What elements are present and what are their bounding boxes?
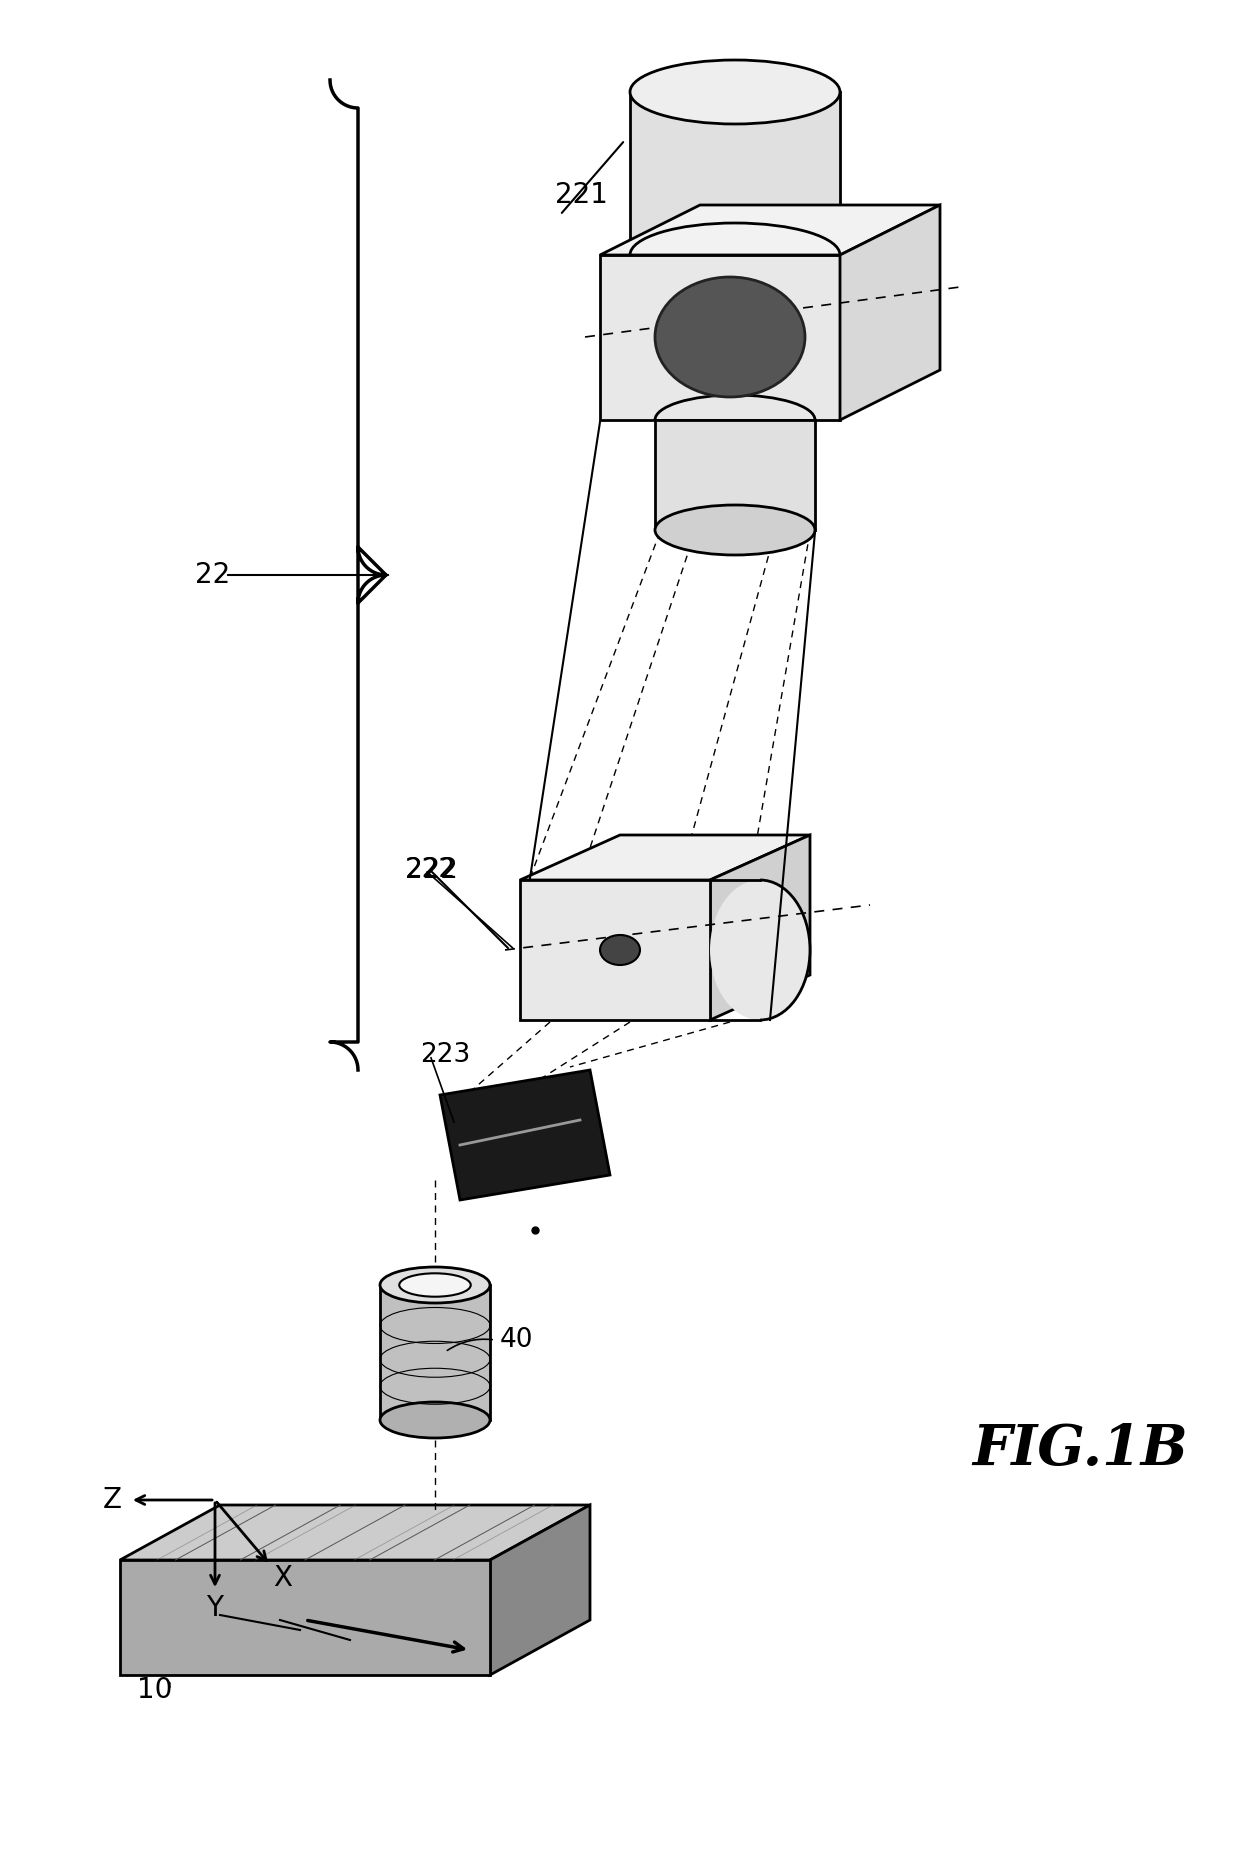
Text: 40: 40	[500, 1328, 533, 1354]
Text: 10: 10	[138, 1676, 172, 1704]
Text: X: X	[274, 1564, 293, 1592]
Polygon shape	[120, 1504, 590, 1560]
Ellipse shape	[379, 1402, 490, 1437]
Ellipse shape	[655, 277, 805, 397]
Polygon shape	[490, 1504, 590, 1676]
Polygon shape	[520, 834, 810, 881]
Text: 222: 222	[405, 857, 455, 883]
Text: Z: Z	[103, 1486, 122, 1514]
Text: 223: 223	[420, 1043, 470, 1069]
Polygon shape	[711, 834, 810, 1020]
Polygon shape	[120, 1560, 490, 1676]
Polygon shape	[839, 205, 940, 421]
Text: Y: Y	[207, 1594, 223, 1622]
Text: 22: 22	[195, 560, 231, 588]
Ellipse shape	[711, 881, 810, 1020]
Ellipse shape	[379, 1266, 490, 1303]
Polygon shape	[600, 205, 940, 255]
Polygon shape	[379, 1285, 490, 1421]
Polygon shape	[520, 881, 711, 1020]
Ellipse shape	[399, 1274, 471, 1296]
Ellipse shape	[655, 505, 815, 555]
Polygon shape	[440, 1071, 610, 1199]
Polygon shape	[630, 91, 839, 255]
Text: FIG.1B: FIG.1B	[972, 1423, 1188, 1478]
Polygon shape	[600, 255, 839, 421]
Text: 221: 221	[556, 181, 608, 209]
Ellipse shape	[600, 935, 640, 965]
Ellipse shape	[630, 60, 839, 125]
Text: 222: 222	[405, 857, 458, 884]
Polygon shape	[655, 421, 815, 531]
